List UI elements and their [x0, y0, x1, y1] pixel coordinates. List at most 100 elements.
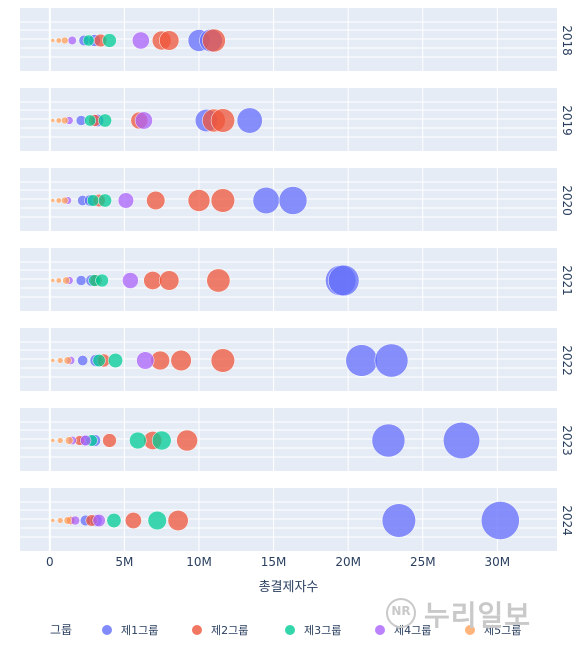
bubble-제5그룹-2023-17 — [65, 436, 74, 445]
bubble-제5그룹-2018-2 — [61, 36, 69, 45]
facet-label-2023: 2023 — [560, 425, 574, 456]
x-tick-label-20M: 20M — [335, 555, 361, 569]
x-tick-label-5M: 5M — [115, 555, 133, 569]
bubble-제1그룹-2019-5 — [236, 107, 263, 134]
bubble-제1그룹-2024-24 — [381, 503, 416, 538]
bubble-제1그룹-2022-16 — [345, 344, 378, 377]
facet-label-2018: 2018 — [560, 25, 574, 56]
bubble-제3그룹-2020-4 — [86, 194, 100, 207]
watermark-text: 누리일보 — [424, 599, 532, 632]
facet-label-2022: 2022 — [560, 345, 574, 376]
bubble-제3그룹-2018-0 — [82, 34, 95, 47]
facet-label-2024: 2024 — [560, 505, 574, 536]
bubble-제2그룹-2020-9 — [187, 189, 211, 212]
bubble-제3그룹-2022-9 — [107, 352, 123, 369]
watermark-badge: NR — [391, 604, 411, 618]
bubble-제2그룹-2023-20 — [102, 433, 117, 448]
bubble-제2그룹-2024-26 — [167, 510, 189, 531]
bubble-제2그룹-2018-2 — [202, 28, 226, 53]
facet-label-2020: 2020 — [560, 185, 574, 216]
legend-marker-제2그룹 — [192, 625, 202, 635]
bubble-제5그룹-2021-10 — [55, 277, 62, 284]
bubble-제5그룹-2019-5 — [61, 116, 69, 125]
watermark-circle — [386, 598, 416, 628]
legend-label-제1그룹: 제1그룹 — [121, 624, 158, 637]
bubble-제1그룹-2020-9 — [278, 186, 308, 215]
bubble-제4그룹-2024-13 — [92, 513, 106, 528]
newspaper-watermark-logo: NR 누리일보 — [386, 592, 576, 636]
x-axis-title: 총결제자수 — [259, 580, 319, 595]
bubble-제5그룹-2019-3 — [50, 118, 56, 123]
x-tick-label-0: 0 — [46, 555, 54, 569]
legend-marker-제3그룹 — [285, 625, 295, 635]
bubble-제5그룹-2020-6 — [50, 198, 56, 203]
x-tick-label-15M: 15M — [261, 555, 287, 569]
bubble-제3그룹-2018-1 — [102, 33, 117, 48]
bubble-제4그룹-2019-3 — [134, 111, 153, 130]
bubble-제2그룹-2020-10 — [210, 188, 235, 213]
bubble-제4그룹-2023-11 — [80, 434, 92, 447]
bubble-제5그룹-2021-11 — [62, 276, 71, 285]
bubble-제4그룹-2018-0 — [67, 36, 77, 45]
legend-label-제5그룹: 제5그룹 — [484, 624, 521, 637]
bubble-제5그룹-2023-15 — [50, 438, 56, 443]
bubble-제1그룹-2022-18 — [77, 355, 89, 366]
bubble-제1그룹-2021-13 — [328, 264, 360, 297]
bubble-제4그룹-2018-1 — [132, 31, 150, 50]
bubble-제1그룹-2022-17 — [374, 343, 409, 378]
bubble-제5그룹-2022-13 — [57, 357, 64, 364]
bubble-제2그룹-2022-17 — [170, 349, 192, 372]
bubble-제2그룹-2020-8 — [146, 191, 166, 210]
legend-marker-제5그룹 — [465, 625, 475, 635]
bubble-제3그룹-2019-3 — [98, 113, 112, 128]
x-tick-label-30M: 30M — [485, 555, 511, 569]
bubble-제4그룹-2024-12 — [70, 515, 80, 526]
bubble-제1그룹-2023-20 — [371, 423, 406, 458]
bubble-제2그룹-2022-18 — [210, 348, 235, 373]
bubble-제5그룹-2020-7 — [55, 197, 62, 204]
facet-label-2021: 2021 — [560, 265, 574, 296]
bubble-제5그룹-2019-4 — [55, 117, 62, 124]
bubble-제3그룹-2021-7 — [95, 273, 109, 288]
bubble-제5그룹-2023-16 — [57, 437, 64, 444]
bubble-제3그룹-2023-11 — [129, 431, 147, 450]
bubble-제4그룹-2020-5 — [117, 192, 134, 209]
bubble-제1그룹-2023-21 — [443, 422, 481, 459]
bubble-제3그룹-2022-8 — [92, 353, 106, 368]
facet-label-2019: 2019 — [560, 105, 574, 136]
bubble-제5그룹-2018-1 — [55, 37, 62, 44]
bubble-제3그룹-2023-12 — [151, 430, 172, 451]
bubble-제3그룹-2024-13 — [106, 513, 122, 528]
bubble-제2그룹-2023-22 — [176, 429, 198, 452]
bubble-제4그룹-2021-7 — [122, 272, 139, 289]
bubble-제2그룹-2019-6 — [210, 108, 235, 133]
bubble-제5그룹-2022-14 — [63, 356, 72, 365]
bubble-제5그룹-2024-18 — [50, 518, 56, 523]
x-tick-label-25M: 25M — [410, 555, 436, 569]
bubble-제1그룹-2021-14 — [75, 275, 87, 286]
bubble-제5그룹-2022-12 — [50, 358, 56, 363]
bubble-제5그룹-2024-19 — [57, 517, 64, 524]
legend-label-제3그룹: 제3그룹 — [304, 624, 341, 637]
bubble-제2그룹-2024-25 — [124, 512, 142, 529]
bubble-제3그룹-2024-14 — [147, 510, 167, 531]
bubble-제5그룹-2018-0 — [50, 38, 56, 43]
bubble-제1그룹-2024-25 — [481, 501, 520, 540]
bubble-제3그룹-2020-5 — [98, 193, 112, 208]
bubble-제5그룹-2020-8 — [61, 196, 69, 205]
bubble-제5그룹-2024-20 — [63, 516, 72, 525]
legend-marker-제4그룹 — [375, 625, 385, 635]
bubble-제1그룹-2020-8 — [252, 187, 280, 214]
bubble-제2그룹-2021-13 — [159, 270, 180, 291]
bubble-제5그룹-2021-9 — [50, 278, 56, 283]
legend-title: 그룹 — [50, 623, 72, 637]
legend-marker-제1그룹 — [102, 625, 112, 635]
bubble-제2그룹-2021-14 — [206, 268, 231, 293]
bubble-제3그룹-2019-2 — [84, 114, 97, 127]
bubble-제4그룹-2022-9 — [136, 351, 155, 370]
x-tick-label-10M: 10M — [186, 555, 212, 569]
facet-2021: 2021 — [20, 248, 574, 311]
bubble-제2그룹-2018-1 — [159, 30, 180, 51]
